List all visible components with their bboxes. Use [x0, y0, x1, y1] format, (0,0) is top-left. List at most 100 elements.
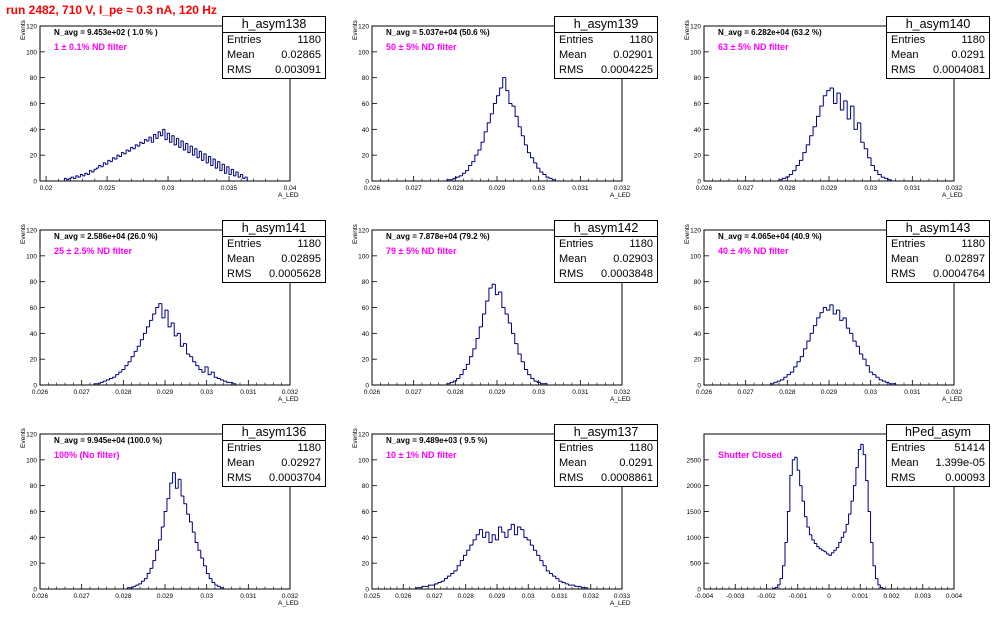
y-tick-label: 80	[30, 279, 38, 286]
histogram-bin	[809, 332, 814, 342]
filter-label: 25 ± 2.5% ND filter	[54, 246, 132, 256]
x-tick-label: 0.028	[115, 389, 132, 396]
stat-label: Mean	[227, 253, 255, 265]
stat-row-entries: Entries 51414	[887, 441, 989, 456]
histogram-bin	[511, 323, 515, 334]
histogram-bin	[146, 326, 150, 334]
histogram-bin	[877, 578, 881, 586]
histogram-panel: 0 20 40 60 80 100 120 0.026 0.027 0.028 0.029 0.03 0…	[0, 218, 330, 418]
histogram-bin	[149, 567, 153, 574]
x-tick-label: 0.032	[282, 593, 299, 600]
histogram-bin	[244, 176, 248, 179]
histogram-bin	[795, 165, 800, 171]
histogram-bin	[472, 348, 477, 357]
stat-box: h_asym137 Entries 1180 Mean 0.0291 RMS 0.00088…	[554, 424, 658, 487]
histogram-bin	[149, 319, 153, 327]
histogram-bin	[773, 381, 778, 384]
histogram-bin	[161, 303, 165, 319]
x-tick-label: 0.032	[614, 185, 631, 192]
histogram-bin	[836, 92, 841, 104]
histogram-bin	[818, 546, 822, 550]
histogram-bin	[850, 105, 854, 119]
histogram-bin	[79, 174, 83, 178]
histogram-bin	[127, 361, 132, 366]
histogram-bin	[808, 527, 812, 536]
filter-label: 100% (No filter)	[54, 450, 120, 460]
histogram-bin	[182, 140, 186, 151]
histogram-bin	[205, 153, 209, 164]
histogram-bin	[789, 371, 794, 375]
histogram-bin	[141, 580, 145, 584]
histogram-bin	[501, 292, 506, 308]
histogram-bin	[545, 565, 550, 572]
y-tick-label: 40	[30, 331, 38, 338]
histogram-bin	[189, 354, 193, 358]
y-tick-label: 0	[365, 587, 369, 594]
y-tick-label: 0	[697, 179, 701, 186]
histogram-bin	[152, 560, 156, 569]
y-tick-label: 20	[30, 561, 38, 568]
histogram-bin	[469, 356, 473, 365]
histogram-bin	[804, 501, 807, 518]
stat-label: RMS	[559, 64, 584, 76]
histogram-bin	[132, 585, 136, 588]
y-tick-label: 60	[30, 305, 38, 312]
histogram-bin	[845, 317, 850, 329]
histogram-bin	[555, 576, 559, 580]
histogram-bin	[830, 552, 834, 556]
x-tick-label: 0.031	[904, 389, 921, 396]
x-tick-label: 0.031	[240, 389, 257, 396]
histogram-bin	[130, 146, 133, 152]
navg-label: N_avg = 9.453e+02 ( 1.0 % )	[54, 28, 158, 37]
histogram-bin	[552, 573, 556, 577]
stat-row-mean: Mean 0.02895	[223, 252, 325, 267]
stat-box: h_asym136 Entries 1180 Mean 0.02927 RMS 0.0003…	[222, 424, 326, 487]
stat-row-mean: Mean 1.399e-05	[887, 456, 989, 471]
y-tick-label: 0	[33, 587, 37, 594]
x-axis-label: A_LED	[610, 396, 631, 403]
histogram-bin	[542, 560, 547, 567]
histogram-bin	[520, 126, 525, 137]
histogram-bin	[870, 157, 875, 166]
histogram-bin	[125, 149, 129, 154]
stat-value: 1180	[297, 238, 321, 250]
stat-label: Mean	[559, 49, 587, 61]
x-tick-label: 0.033	[614, 593, 631, 600]
histogram-bin	[124, 365, 129, 370]
histogram-bin	[468, 165, 472, 171]
histogram-bin	[828, 553, 832, 556]
histogram-bin	[880, 174, 885, 178]
y-tick-label: 80	[362, 75, 370, 82]
y-tick-label: 60	[362, 509, 370, 516]
histogram-bin	[874, 565, 878, 580]
histogram-name: h_asym138	[223, 17, 325, 33]
histogram-name: h_asym136	[223, 425, 325, 441]
histogram-bin	[849, 328, 853, 334]
x-tick-label: 0.03	[532, 389, 545, 396]
y-tick-label: 2000	[687, 483, 702, 490]
canvas-title: run 2482, 710 V, I_pe ≈ 0.3 nA, 120 Hz	[6, 3, 217, 17]
y-tick-label: 100	[358, 253, 369, 260]
x-tick-label: 0.027	[738, 185, 755, 192]
navg-label: N_avg = 4.065e+04 (40.9 %)	[718, 232, 822, 241]
histogram-bin	[488, 532, 493, 543]
stat-row-entries: Entries 1180	[887, 33, 989, 48]
histogram-bin	[233, 169, 236, 177]
histogram-bin	[242, 174, 246, 179]
histogram-bin	[146, 139, 149, 142]
x-tick-label: 0.027	[406, 185, 423, 192]
histogram-bin	[176, 332, 181, 336]
y-tick-label: 80	[362, 279, 370, 286]
histogram-bin	[877, 170, 882, 176]
histogram-bin	[217, 585, 221, 587]
x-tick-label: -0.003	[726, 593, 745, 600]
histogram-bin	[226, 381, 230, 383]
y-tick-label: 40	[30, 127, 38, 134]
histogram-bin	[873, 165, 878, 172]
histogram-bin	[472, 539, 477, 546]
histogram-bin	[86, 173, 90, 176]
histogram-bin	[812, 126, 817, 136]
histogram-bin	[514, 333, 518, 345]
stat-box: h_asym138 Entries 1180 Mean 0.02865 RMS 0.0030…	[222, 16, 326, 79]
histogram-bin	[455, 176, 460, 179]
